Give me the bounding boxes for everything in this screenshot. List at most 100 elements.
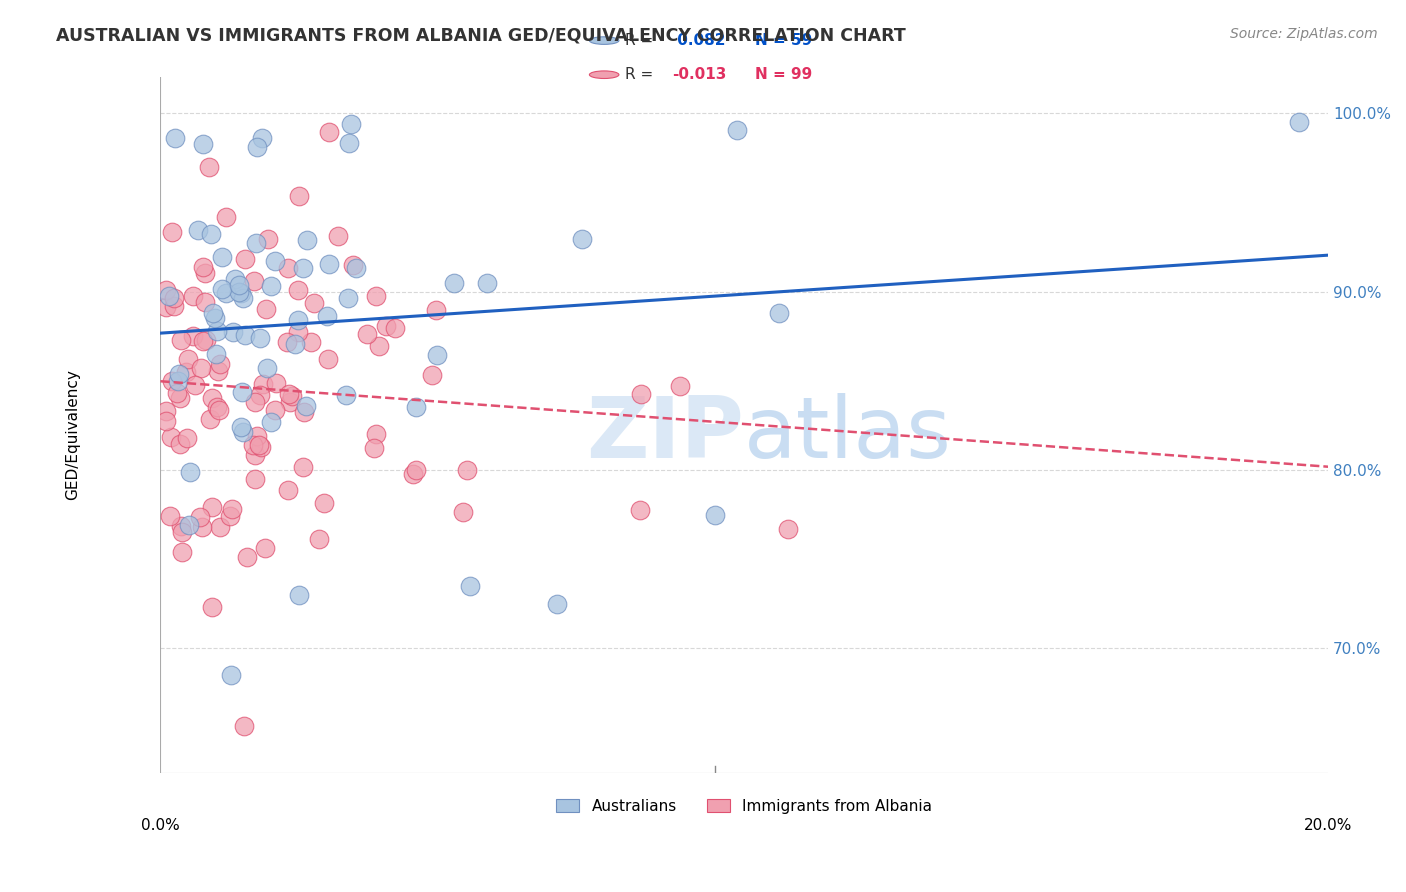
- Immigrants from Albania: [342, 258, 364, 272]
- FancyBboxPatch shape: [578, 16, 884, 95]
- Immigrants from Albania: [292, 460, 315, 475]
- Immigrants from Albania: [166, 385, 188, 400]
- Australians: [202, 306, 225, 320]
- Immigrants from Albania: [402, 467, 425, 482]
- Australians: [336, 291, 359, 305]
- Text: GED/Equivalency: GED/Equivalency: [66, 369, 80, 500]
- Immigrants from Albania: [190, 361, 212, 376]
- Australians: [200, 227, 222, 241]
- Immigrants from Albania: [302, 296, 325, 310]
- Immigrants from Albania: [254, 301, 277, 316]
- Australians: [245, 235, 267, 250]
- Australians: [546, 597, 568, 611]
- Immigrants from Albania: [174, 365, 197, 379]
- Immigrants from Albania: [276, 334, 298, 349]
- Immigrants from Albania: [155, 283, 177, 297]
- Immigrants from Albania: [456, 462, 478, 476]
- Immigrants from Albania: [277, 483, 299, 498]
- Immigrants from Albania: [669, 379, 692, 393]
- Australians: [179, 465, 201, 479]
- Text: N = 59: N = 59: [755, 33, 813, 48]
- Immigrants from Albania: [277, 260, 299, 275]
- Australians: [167, 368, 190, 382]
- Australians: [405, 401, 427, 415]
- Immigrants from Albania: [451, 505, 474, 519]
- Immigrants from Albania: [208, 403, 231, 417]
- Immigrants from Albania: [356, 326, 378, 341]
- Australians: [187, 223, 209, 237]
- Immigrants from Albania: [366, 289, 388, 303]
- Immigrants from Albania: [188, 510, 211, 524]
- Immigrants from Albania: [163, 291, 186, 305]
- Immigrants from Albania: [233, 252, 256, 266]
- Australians: [344, 260, 367, 275]
- Australians: [292, 261, 315, 276]
- Australians: [337, 136, 360, 151]
- Immigrants from Albania: [160, 374, 183, 388]
- Text: 20.0%: 20.0%: [1303, 818, 1353, 833]
- Immigrants from Albania: [200, 600, 222, 615]
- Immigrants from Albania: [326, 228, 349, 243]
- Text: Source: ZipAtlas.com: Source: ZipAtlas.com: [1230, 27, 1378, 41]
- Immigrants from Albania: [198, 412, 221, 426]
- Immigrants from Albania: [308, 532, 330, 546]
- Australians: [211, 250, 233, 264]
- Immigrants from Albania: [208, 520, 231, 534]
- Immigrants from Albania: [197, 161, 219, 175]
- Legend: Australians, Immigrants from Albania: Australians, Immigrants from Albania: [548, 791, 941, 822]
- Immigrants from Albania: [243, 449, 266, 463]
- Immigrants from Albania: [181, 329, 204, 343]
- Australians: [211, 282, 233, 296]
- Australians: [340, 117, 363, 131]
- Immigrants from Albania: [250, 440, 273, 454]
- Australians: [256, 361, 278, 376]
- Immigrants from Albania: [280, 389, 302, 403]
- Australians: [1288, 115, 1310, 129]
- Text: R =: R =: [624, 33, 652, 48]
- Australians: [249, 331, 271, 345]
- Immigrants from Albania: [287, 325, 309, 339]
- Immigrants from Albania: [264, 402, 287, 417]
- Immigrants from Albania: [288, 189, 311, 203]
- Australians: [231, 420, 253, 434]
- Immigrants from Albania: [159, 429, 181, 443]
- Australians: [443, 276, 465, 290]
- Immigrants from Albania: [170, 519, 193, 533]
- Immigrants from Albania: [247, 438, 270, 452]
- Immigrants from Albania: [232, 719, 254, 733]
- Immigrants from Albania: [318, 352, 340, 367]
- Immigrants from Albania: [169, 437, 191, 451]
- Immigrants from Albania: [243, 274, 266, 288]
- Immigrants from Albania: [243, 472, 266, 486]
- Immigrants from Albania: [155, 415, 177, 429]
- Immigrants from Albania: [277, 386, 299, 401]
- Australians: [224, 272, 246, 286]
- Australians: [232, 425, 254, 440]
- Australians: [458, 579, 481, 593]
- Immigrants from Albania: [384, 320, 406, 334]
- Immigrants from Albania: [363, 442, 385, 456]
- Immigrants from Albania: [208, 357, 231, 371]
- Immigrants from Albania: [246, 429, 269, 443]
- Australians: [316, 309, 339, 323]
- Immigrants from Albania: [205, 400, 228, 414]
- Australians: [287, 313, 309, 327]
- Immigrants from Albania: [252, 377, 274, 392]
- Immigrants from Albania: [249, 388, 271, 402]
- Immigrants from Albania: [193, 334, 215, 348]
- Text: ZIP: ZIP: [586, 392, 744, 475]
- Australians: [704, 508, 727, 522]
- Immigrants from Albania: [235, 41, 257, 55]
- Immigrants from Albania: [364, 427, 387, 442]
- Text: R =: R =: [624, 67, 652, 82]
- Immigrants from Albania: [235, 550, 257, 565]
- Australians: [426, 348, 449, 362]
- Immigrants from Albania: [405, 463, 427, 477]
- Immigrants from Albania: [207, 364, 229, 378]
- Australians: [284, 337, 307, 351]
- Australians: [318, 257, 340, 271]
- Immigrants from Albania: [287, 283, 309, 297]
- Australians: [231, 385, 253, 400]
- Circle shape: [589, 71, 619, 78]
- Immigrants from Albania: [374, 318, 396, 333]
